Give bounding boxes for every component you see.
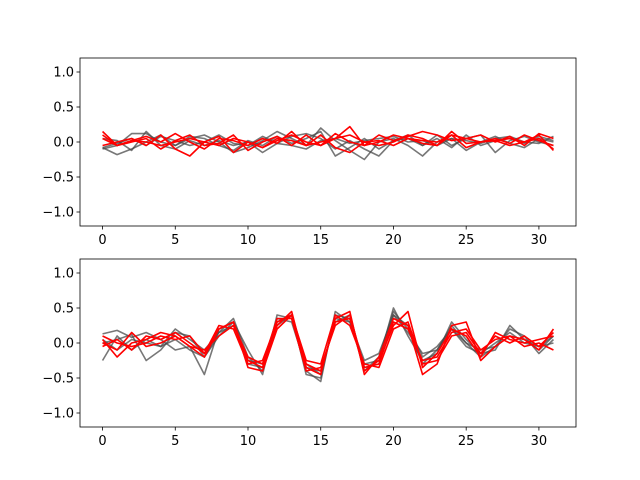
y-tick-label: 0.0 (53, 136, 74, 151)
x-tick-label: 25 (458, 434, 475, 449)
y-tick-label: −1.0 (42, 206, 74, 221)
x-tick-label: 5 (171, 434, 179, 449)
series-group (101, 307, 555, 383)
series-line-red-6 (102, 314, 554, 372)
top-subplot: 0 5 10 15 20 25 30 −1.0 −0.5 0.0 0.5 1.0 (42, 57, 577, 248)
x-tick-label: 10 (240, 233, 257, 248)
y-tick-label: 0.0 (53, 337, 74, 352)
x-tick-label: 15 (312, 434, 329, 449)
x-tick-label: 20 (385, 434, 402, 449)
x-tick-label: 10 (240, 434, 257, 449)
series-line-red-7 (102, 134, 554, 150)
x-tick-label: 25 (458, 233, 475, 248)
x-tick-label: 20 (385, 233, 402, 248)
y-tick-label: −0.5 (42, 372, 74, 387)
x-tick-label: 0 (98, 233, 106, 248)
bottom-subplot: 0 5 10 15 20 25 30 −1.0 −0.5 0.0 0.5 1.0 (42, 258, 577, 449)
y-tick-label: 1.0 (53, 267, 74, 282)
x-tick-label: 0 (98, 434, 106, 449)
x-tick-label: 5 (171, 233, 179, 248)
series-line-red-5 (102, 130, 554, 152)
series-group (101, 125, 555, 161)
x-tick-label: 15 (312, 233, 329, 248)
y-tick-label: −0.5 (42, 171, 74, 186)
x-tick-label: 30 (531, 233, 548, 248)
series-line-red-7 (102, 314, 555, 372)
y-tick-label: 0.5 (53, 302, 74, 317)
y-tick-label: −1.0 (42, 407, 74, 422)
y-tick-label: 0.5 (53, 101, 74, 116)
y-tick-label: 1.0 (53, 66, 74, 81)
x-tick-label: 30 (531, 434, 548, 449)
